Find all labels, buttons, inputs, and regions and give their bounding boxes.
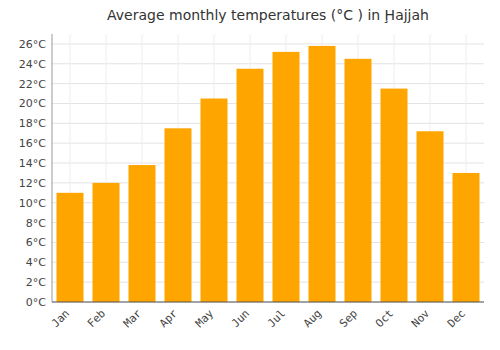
- bar: [57, 193, 84, 302]
- y-tick-label: 6°C: [26, 236, 46, 249]
- y-tick-label: 26°C: [19, 38, 46, 51]
- y-tick-label: 12°C: [19, 177, 46, 190]
- y-grid-line: [52, 103, 484, 104]
- y-grid-line: [52, 302, 484, 303]
- y-tick-label: 22°C: [19, 78, 46, 91]
- x-axis: Jan Feb Mar Apr May Jun Jul Aug Sep Oct Nov Dec: [49, 307, 468, 331]
- bar: [93, 183, 120, 302]
- x-tick-label: Mar: [121, 307, 145, 331]
- x-tick-label: Feb: [85, 307, 108, 330]
- y-tick-label: 0°C: [26, 296, 46, 309]
- bar: [309, 46, 336, 302]
- bar: [345, 59, 372, 302]
- bar: [129, 165, 156, 302]
- bar: [453, 173, 480, 302]
- x-tick-label: Nov: [409, 307, 433, 331]
- y-tick-label: 10°C: [19, 197, 46, 210]
- y-grid-line: [52, 123, 484, 124]
- y-axis-line: [52, 34, 53, 302]
- y-tick-label: 14°C: [19, 157, 46, 170]
- y-tick-label: 2°C: [26, 276, 46, 289]
- x-tick-label: Oct: [373, 307, 396, 330]
- bar: [381, 89, 408, 302]
- bar: [273, 52, 300, 302]
- x-tick-label: Apr: [157, 307, 181, 331]
- chart-title: Average monthly temperatures (°C ) in Ḩa…: [107, 7, 429, 23]
- x-tick-label: Sep: [337, 307, 360, 330]
- x-tick-label: Aug: [301, 307, 324, 330]
- bar: [237, 69, 264, 302]
- x-tick-label: Jul: [265, 307, 288, 330]
- bar: [417, 131, 444, 302]
- chart-svg: Average monthly temperatures (°C ) in Ḩa…: [0, 0, 500, 350]
- y-tick-label: 18°C: [19, 117, 46, 130]
- chart-container: Average monthly temperatures (°C ) in Ḩa…: [0, 0, 500, 350]
- bars: [57, 46, 480, 302]
- bar: [201, 99, 228, 302]
- x-tick-label: Dec: [445, 307, 468, 330]
- y-tick-label: 8°C: [26, 217, 46, 230]
- y-grid-line: [52, 43, 484, 44]
- x-tick-label: Jan: [49, 307, 72, 330]
- y-tick-label: 16°C: [19, 137, 46, 150]
- bar: [165, 128, 192, 302]
- y-tick-label: 20°C: [19, 97, 46, 110]
- y-axis: 0°C 2°C 4°C 6°C 8°C 10°C 12°C 14°C 16°C 18°C 20°C 2…: [19, 38, 46, 309]
- y-grid-line: [52, 63, 484, 64]
- x-axis-line: [52, 302, 484, 303]
- x-tick-label: Jun: [229, 307, 252, 330]
- y-tick-label: 4°C: [26, 256, 46, 269]
- x-tick-label: May: [193, 307, 217, 331]
- y-grid-line: [52, 83, 484, 84]
- y-tick-label: 24°C: [19, 58, 46, 71]
- grid: [52, 34, 484, 302]
